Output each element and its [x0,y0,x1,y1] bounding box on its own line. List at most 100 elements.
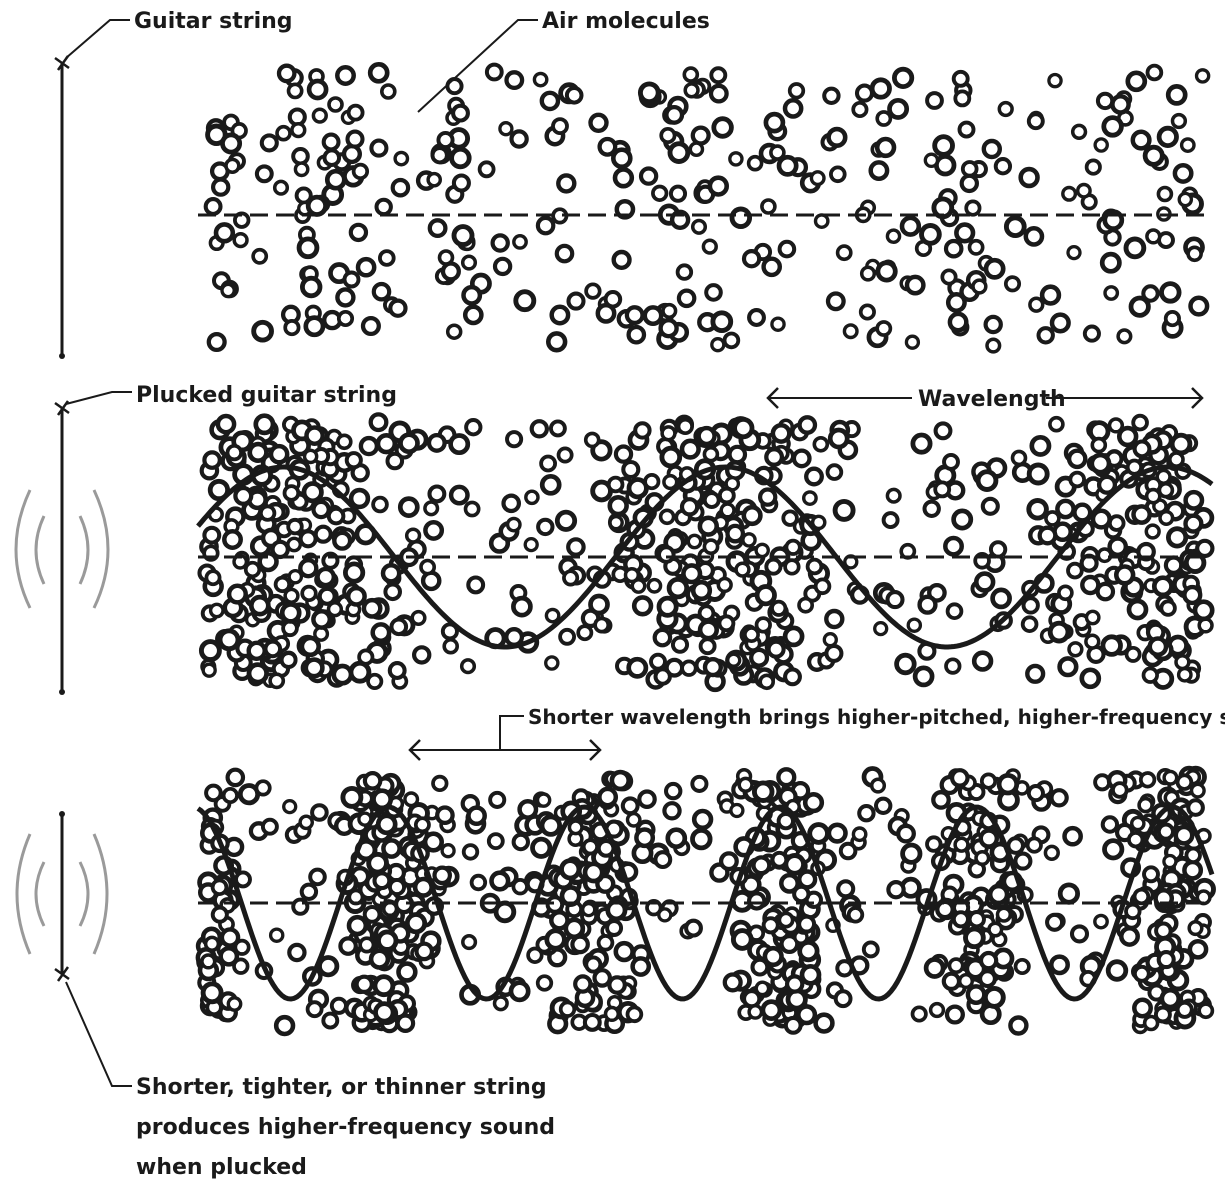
air-molecule [305,1000,324,1019]
air-molecule [626,656,649,679]
air-molecule [505,430,524,449]
air-molecule [886,880,906,900]
air-molecule [896,823,916,844]
air-molecules-high-frequency [195,765,1216,1037]
air-molecule [545,331,568,353]
air-molecule [900,842,923,865]
air-molecule [749,647,770,668]
air-molecule [1155,468,1172,485]
air-molecule [1010,449,1028,467]
air-molecule [680,659,698,677]
air-molecule [1156,822,1175,841]
air-molecule [355,256,377,278]
air-molecule [345,129,365,149]
air-molecule [754,584,777,607]
air-molecule [1025,663,1046,684]
air-molecule [208,602,225,619]
air-molecule [200,953,217,970]
air-molecule [949,768,970,788]
air-molecule [375,929,399,952]
air-molecule [649,652,667,671]
air-molecule [335,287,356,308]
air-molecule [1047,620,1071,644]
air-molecule [341,143,363,165]
air-molecule [686,533,703,550]
air-molecule [607,495,629,517]
air-molecule [1182,584,1203,606]
air-molecule [301,481,324,504]
air-molecule [764,447,785,467]
air-molecule [596,933,615,952]
air-molecule [932,134,955,157]
air-molecule [1144,487,1162,505]
air-molecule [1008,1015,1029,1036]
air-molecule [637,81,661,105]
air-molecule [980,496,1000,516]
air-molecule [1145,63,1164,82]
air-molecule [1100,815,1120,834]
air-molecule [282,798,298,815]
air-molecule [226,996,243,1012]
air-molecule [1125,70,1148,93]
air-molecule [741,249,762,269]
air-molecule [965,984,987,1006]
air-molecule [529,419,550,439]
air-molecule [964,199,982,217]
air-molecule [983,314,1003,335]
air-molecule [737,776,754,793]
air-molecule [511,832,530,852]
air-molecule [469,873,488,892]
air-molecule [681,563,703,585]
air-molecule [1084,633,1101,650]
air-molecule [200,981,224,1005]
air-molecule [985,337,1002,354]
air-molecule [427,218,448,239]
air-molecule [770,599,788,617]
air-molecule [432,865,452,886]
air-molecule [559,885,582,907]
air-molecule [947,957,965,975]
air-molecule [448,484,470,506]
panel-plucked [196,412,1215,693]
air-molecule [556,173,577,194]
air-molecule [857,804,876,823]
air-molecule [276,63,297,84]
air-molecule [275,124,292,142]
air-molecule [709,66,728,85]
air-molecule [367,61,390,84]
air-molecule [875,110,893,127]
air-molecule [662,473,679,491]
air-molecule [973,571,996,593]
air-molecule [203,935,221,952]
air-molecule [797,914,817,934]
air-molecule [539,90,561,112]
air-molecule [1013,851,1033,871]
air-molecule [233,938,251,956]
air-molecule [423,519,445,541]
air-molecule [783,558,801,576]
air-molecule [725,523,746,544]
air-molecule [1099,251,1122,274]
air-molecule [1025,836,1043,854]
air-molecule [993,157,1013,176]
air-molecule [846,906,865,924]
air-molecule [697,619,720,641]
air-molecule [730,928,754,951]
air-molecule [331,663,354,686]
air-molecule [620,796,640,816]
air-molecule [990,587,1012,610]
air-molecule [372,974,396,998]
air-molecule [810,514,827,531]
air-molecule [268,672,286,690]
air-molecule [987,883,1010,906]
air-molecule [690,218,708,235]
air-molecule [978,969,997,989]
bottom-note-line-3: when plucked [136,1155,307,1180]
air-molecule [1020,615,1039,633]
air-molecule [951,508,974,531]
air-molecule [662,801,682,821]
air-molecule [670,635,690,654]
air-molecule [448,433,471,456]
air-molecule [978,828,999,849]
air-molecule [1195,538,1215,559]
